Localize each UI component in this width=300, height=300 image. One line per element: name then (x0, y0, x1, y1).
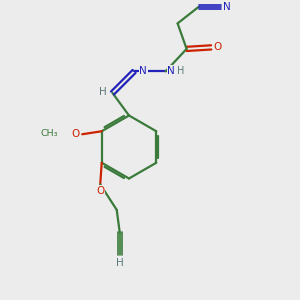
Text: N: N (140, 66, 147, 76)
Text: H: H (177, 66, 184, 76)
Text: CH₃: CH₃ (40, 129, 58, 138)
Text: N: N (223, 2, 231, 12)
Text: H: H (116, 258, 124, 268)
Text: O: O (96, 186, 104, 196)
Text: N: N (167, 66, 175, 76)
Text: H: H (99, 86, 107, 97)
Text: O: O (71, 129, 80, 139)
Text: O: O (213, 41, 221, 52)
